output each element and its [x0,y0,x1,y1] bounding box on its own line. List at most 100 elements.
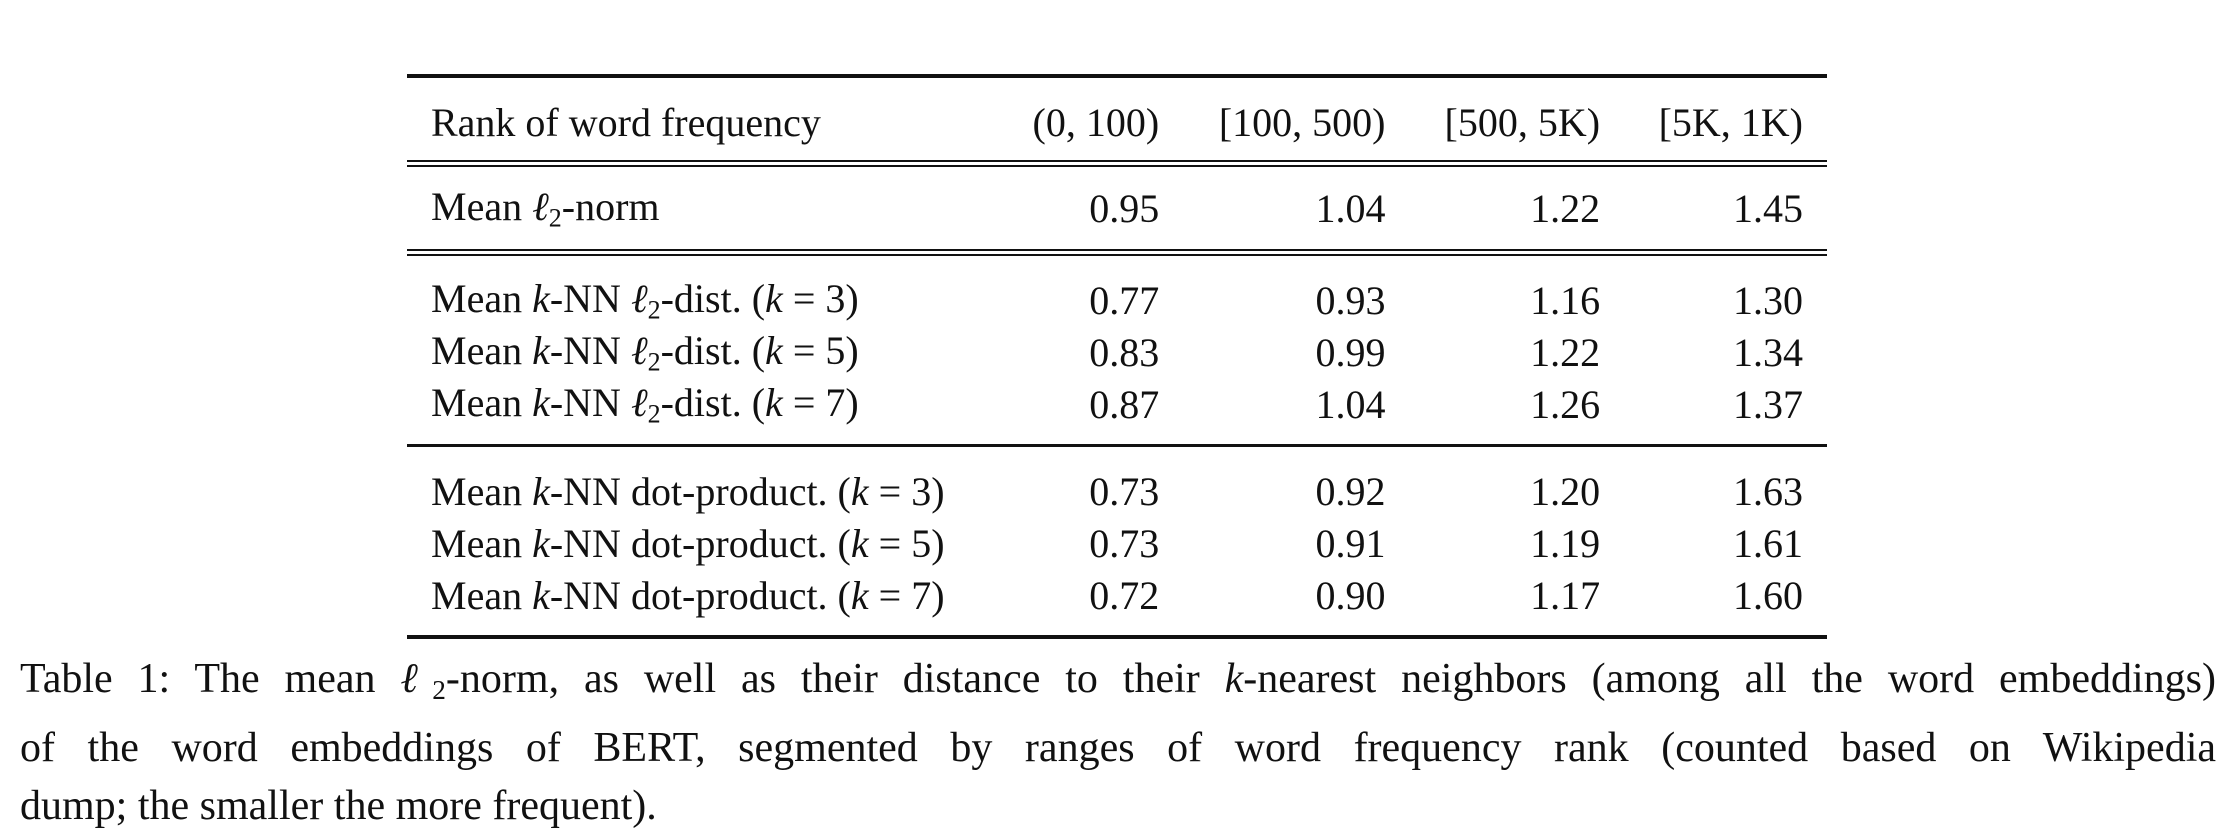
caption-text: Table 1: The mean [20,656,401,702]
label-suffix: -dist. ( [660,275,766,321]
table-cell: 0.73 [1089,468,1160,514]
table-cell: 0.72 [1089,572,1160,618]
table-row-dot-k7: Mean k-NN dot-product. (k = 7) 0.72 0.90… [407,569,1827,637]
caption-text: -norm, as well as their distance to thei… [445,656,1225,702]
ell-symbol: ℓ [630,327,648,373]
table-row-dist-k5: Mean k-NN ℓ2-dist. (k = 5) 0.83 0.99 1.2… [407,326,1827,378]
table-cell: 1.17 [1530,572,1601,618]
label-eq: = 5) [782,327,859,373]
table-cell: 0.93 [1315,277,1386,323]
k-symbol: k [532,468,550,514]
table-cell: 1.16 [1530,277,1601,323]
table-row-dot-k3: Mean k-NN dot-product. (k = 3) 0.73 0.92… [407,446,1827,518]
table-cell: 1.61 [1733,520,1803,566]
k-symbol: k [765,327,783,373]
table-row-dist-k7: Mean k-NN ℓ2-dist. (k = 7) 0.87 1.04 1.2… [407,378,1827,446]
table-header-row: Rank of word frequency (0, 100) [100, 50… [407,76,1827,164]
table-cell: 1.63 [1733,468,1803,514]
header-col-1: (0, 100) [1032,99,1160,145]
table-cell: 1.26 [1530,381,1601,427]
label-prefix: Mean [431,520,533,566]
table-cell: 1.30 [1733,277,1803,323]
ell-symbol: ℓ [532,183,549,229]
ell-subscript: 2 [647,347,661,377]
k-symbol: k [850,572,869,618]
header-col-2: [100, 500) [1218,99,1386,145]
results-table-container: Rank of word frequency (0, 100) [100, 50… [407,74,1827,639]
label-mid: -NN dot-product. ( [549,520,851,566]
header-label: Rank of word frequency [431,99,821,145]
label-eq: = 7) [868,572,945,618]
ell-symbol: ℓ [630,275,648,321]
k-symbol: k [850,468,869,514]
row-label: Mean k-NN ℓ2-dist. (k = 5) [407,326,999,378]
caption-line-2: of the word embeddings of BERT, segmente… [20,724,2216,771]
k-symbol: k [850,520,869,566]
row-label: Mean k-NN dot-product. (k = 3) [407,446,999,518]
label-prefix: Mean [431,572,533,618]
k-symbol: k [765,379,783,425]
label-prefix: Mean [431,327,533,373]
table-cell: 1.60 [1733,572,1803,618]
row-label: Mean ℓ2-norm [407,164,999,253]
row-label: Mean k-NN ℓ2-dist. (k = 7) [407,378,999,446]
row-label: Mean k-NN dot-product. (k = 7) [407,569,999,637]
label-prefix: Mean [431,468,533,514]
table-cell: 0.73 [1089,520,1160,566]
caption-line-1: Table 1: The mean ℓ2-norm, as well as th… [20,650,2216,719]
label-eq: = 7) [782,379,859,425]
label-suffix: -dist. ( [660,379,766,425]
ell-symbol: ℓ [630,379,648,425]
k-symbol: k [532,275,550,321]
table-cell: 1.45 [1733,185,1803,231]
table-row-dist-k3: Mean k-NN ℓ2-dist. (k = 3) 0.77 0.93 1.1… [407,253,1827,327]
label-prefix: Mean [431,183,533,229]
ell-subscript: 2 [548,203,562,233]
k-symbol: k [1224,656,1244,702]
table-cell: 1.34 [1733,329,1803,375]
results-table: Rank of word frequency (0, 100) [100, 50… [407,74,1827,639]
label-mid: -NN [549,275,631,321]
caption-text: -nearest neighbors (among all the word e… [1243,656,2216,702]
table-cell: 1.19 [1530,520,1601,566]
ell-subscript: 2 [647,295,661,325]
k-symbol: k [532,572,550,618]
header-col-4: [5K, 1K) [1658,99,1803,145]
label-mid: -NN [549,379,631,425]
ell-symbol: ℓ [400,656,433,702]
label-suffix: -norm [561,183,660,229]
label-prefix: Mean [431,275,533,321]
table-cell: 0.90 [1315,572,1386,618]
k-symbol: k [765,275,783,321]
table-cell: 1.04 [1315,381,1386,427]
row-label: Mean k-NN dot-product. (k = 5) [407,517,999,569]
label-suffix: -dist. ( [660,327,766,373]
header-col-3: [500, 5K) [1444,99,1601,145]
table-cell: 1.22 [1530,329,1601,375]
table-cell: 1.37 [1733,381,1803,427]
table-cell: 0.83 [1089,329,1160,375]
row-label: Mean k-NN ℓ2-dist. (k = 3) [407,253,999,327]
ell-subscript: 2 [432,674,446,705]
table-cell: 0.99 [1315,329,1386,375]
label-mid: -NN dot-product. ( [549,468,851,514]
label-eq: = 3) [782,275,859,321]
label-prefix: Mean [431,379,533,425]
ell-subscript: 2 [647,399,661,429]
table-cell: 1.22 [1530,185,1601,231]
table-cell: 0.92 [1315,468,1386,514]
table-row-dot-k5: Mean k-NN dot-product. (k = 5) 0.73 0.91… [407,517,1827,569]
caption-line-3: dump; the smaller the more frequent). [20,782,657,829]
k-symbol: k [532,520,550,566]
table-cell: 0.95 [1089,185,1160,231]
k-symbol: k [532,327,550,373]
table-cell: 1.20 [1530,468,1601,514]
table-cell: 0.87 [1089,381,1160,427]
table-cell: 0.91 [1315,520,1386,566]
label-eq: = 5) [868,520,945,566]
table-caption: Table 1: The mean ℓ2-norm, as well as th… [20,650,2216,835]
table-cell: 0.77 [1089,277,1160,323]
label-mid: -NN dot-product. ( [549,572,851,618]
label-eq: = 3) [868,468,945,514]
table-row-norm: Mean ℓ2-norm 0.95 1.04 1.22 1.45 [407,164,1827,253]
